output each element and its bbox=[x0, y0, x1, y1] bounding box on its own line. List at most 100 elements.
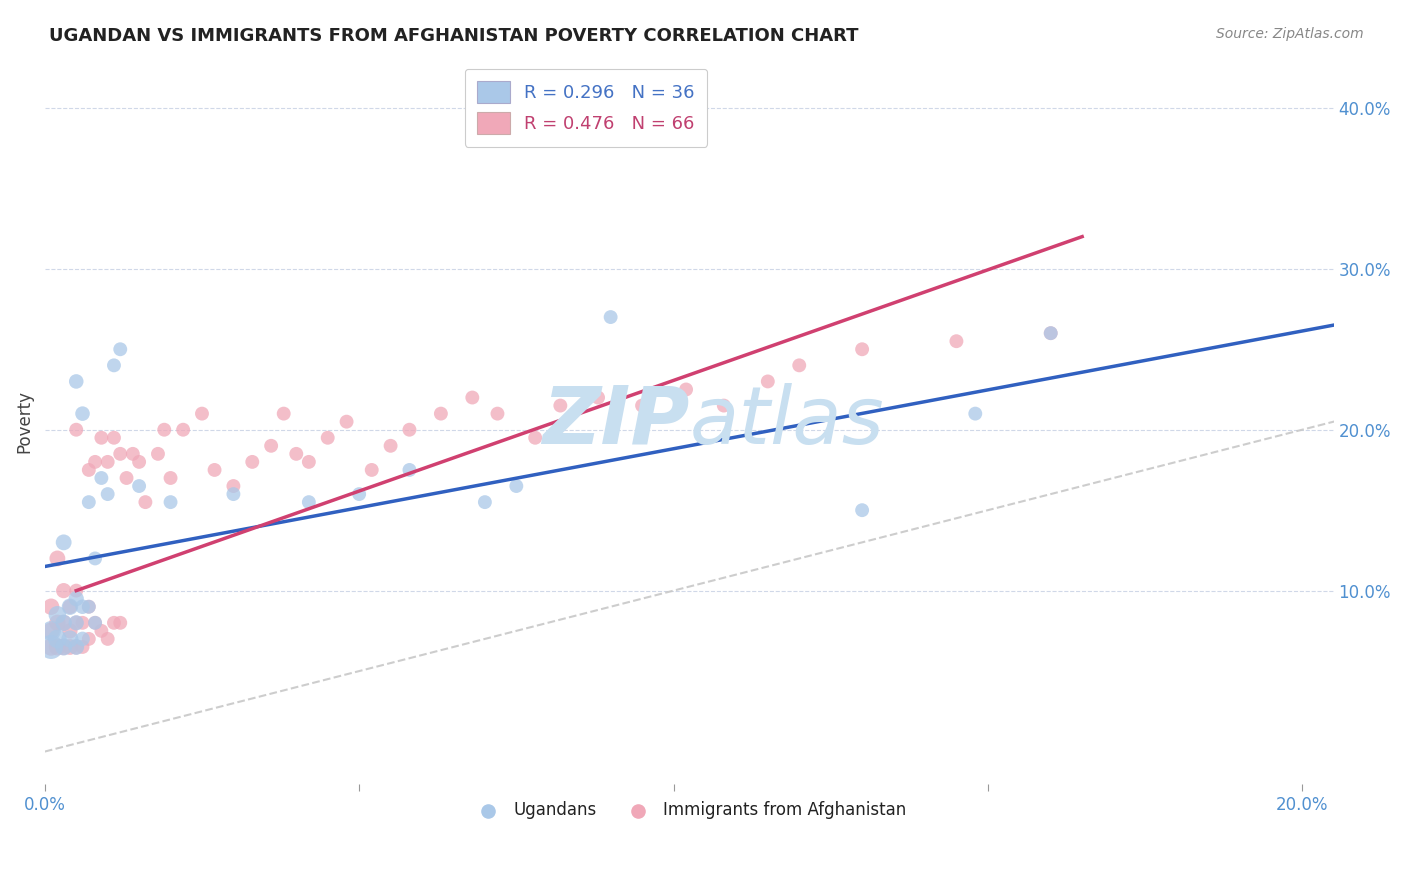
Legend: Ugandans, Immigrants from Afghanistan: Ugandans, Immigrants from Afghanistan bbox=[465, 795, 914, 826]
Point bbox=[97, 455, 120, 469]
Point bbox=[586, 391, 609, 405]
Point bbox=[59, 624, 82, 638]
Point bbox=[347, 487, 370, 501]
Point bbox=[39, 599, 62, 614]
Point bbox=[851, 503, 873, 517]
Point bbox=[103, 359, 125, 373]
Point bbox=[84, 551, 107, 566]
Point bbox=[65, 591, 87, 606]
Point bbox=[110, 615, 132, 630]
Point bbox=[59, 599, 82, 614]
Point bbox=[474, 495, 496, 509]
Point bbox=[128, 455, 150, 469]
Point bbox=[191, 407, 214, 421]
Point bbox=[90, 431, 112, 445]
Point bbox=[52, 535, 75, 549]
Point bbox=[46, 640, 69, 654]
Point bbox=[336, 415, 359, 429]
Point bbox=[110, 447, 132, 461]
Point bbox=[39, 624, 62, 638]
Point bbox=[84, 615, 107, 630]
Point bbox=[204, 463, 226, 477]
Point bbox=[46, 551, 69, 566]
Point bbox=[945, 334, 967, 349]
Point bbox=[675, 383, 697, 397]
Point bbox=[222, 479, 245, 493]
Point bbox=[146, 447, 169, 461]
Point bbox=[316, 431, 339, 445]
Text: UGANDAN VS IMMIGRANTS FROM AFGHANISTAN POVERTY CORRELATION CHART: UGANDAN VS IMMIGRANTS FROM AFGHANISTAN P… bbox=[49, 27, 859, 45]
Point bbox=[134, 495, 156, 509]
Text: atlas: atlas bbox=[689, 383, 884, 460]
Point bbox=[46, 632, 69, 646]
Point bbox=[39, 640, 62, 654]
Point bbox=[298, 455, 321, 469]
Point bbox=[59, 632, 82, 646]
Point bbox=[260, 439, 283, 453]
Text: Source: ZipAtlas.com: Source: ZipAtlas.com bbox=[1216, 27, 1364, 41]
Point bbox=[52, 615, 75, 630]
Point bbox=[1039, 326, 1062, 340]
Point bbox=[72, 640, 94, 654]
Point bbox=[65, 640, 87, 654]
Point bbox=[65, 423, 87, 437]
Point bbox=[65, 375, 87, 389]
Point bbox=[77, 599, 100, 614]
Point bbox=[77, 632, 100, 646]
Point bbox=[65, 640, 87, 654]
Point bbox=[46, 615, 69, 630]
Point bbox=[240, 455, 263, 469]
Point bbox=[77, 463, 100, 477]
Point bbox=[599, 310, 621, 324]
Point bbox=[430, 407, 453, 421]
Point bbox=[298, 495, 321, 509]
Point bbox=[360, 463, 382, 477]
Point bbox=[524, 431, 547, 445]
Point bbox=[159, 471, 181, 485]
Point bbox=[97, 487, 120, 501]
Y-axis label: Poverty: Poverty bbox=[15, 390, 32, 453]
Point bbox=[97, 632, 120, 646]
Point bbox=[90, 624, 112, 638]
Point bbox=[631, 399, 654, 413]
Point bbox=[851, 343, 873, 357]
Point bbox=[159, 495, 181, 509]
Point bbox=[380, 439, 402, 453]
Point bbox=[39, 624, 62, 638]
Point bbox=[965, 407, 987, 421]
Point bbox=[65, 583, 87, 598]
Point bbox=[285, 447, 308, 461]
Point bbox=[787, 359, 810, 373]
Point bbox=[52, 640, 75, 654]
Point bbox=[72, 407, 94, 421]
Point bbox=[46, 607, 69, 622]
Point bbox=[398, 423, 420, 437]
Point bbox=[222, 487, 245, 501]
Point bbox=[756, 375, 779, 389]
Point bbox=[77, 599, 100, 614]
Point bbox=[52, 640, 75, 654]
Point bbox=[65, 615, 87, 630]
Point bbox=[39, 640, 62, 654]
Point bbox=[59, 640, 82, 654]
Point bbox=[1039, 326, 1062, 340]
Point bbox=[72, 615, 94, 630]
Point bbox=[486, 407, 509, 421]
Point bbox=[713, 399, 735, 413]
Point bbox=[172, 423, 194, 437]
Point bbox=[115, 471, 138, 485]
Point bbox=[153, 423, 176, 437]
Point bbox=[550, 399, 572, 413]
Point bbox=[110, 343, 132, 357]
Point bbox=[52, 583, 75, 598]
Point bbox=[84, 455, 107, 469]
Point bbox=[77, 495, 100, 509]
Point bbox=[103, 615, 125, 630]
Point bbox=[72, 599, 94, 614]
Point bbox=[121, 447, 143, 461]
Point bbox=[84, 615, 107, 630]
Point bbox=[65, 615, 87, 630]
Point bbox=[59, 599, 82, 614]
Point bbox=[72, 632, 94, 646]
Point bbox=[128, 479, 150, 493]
